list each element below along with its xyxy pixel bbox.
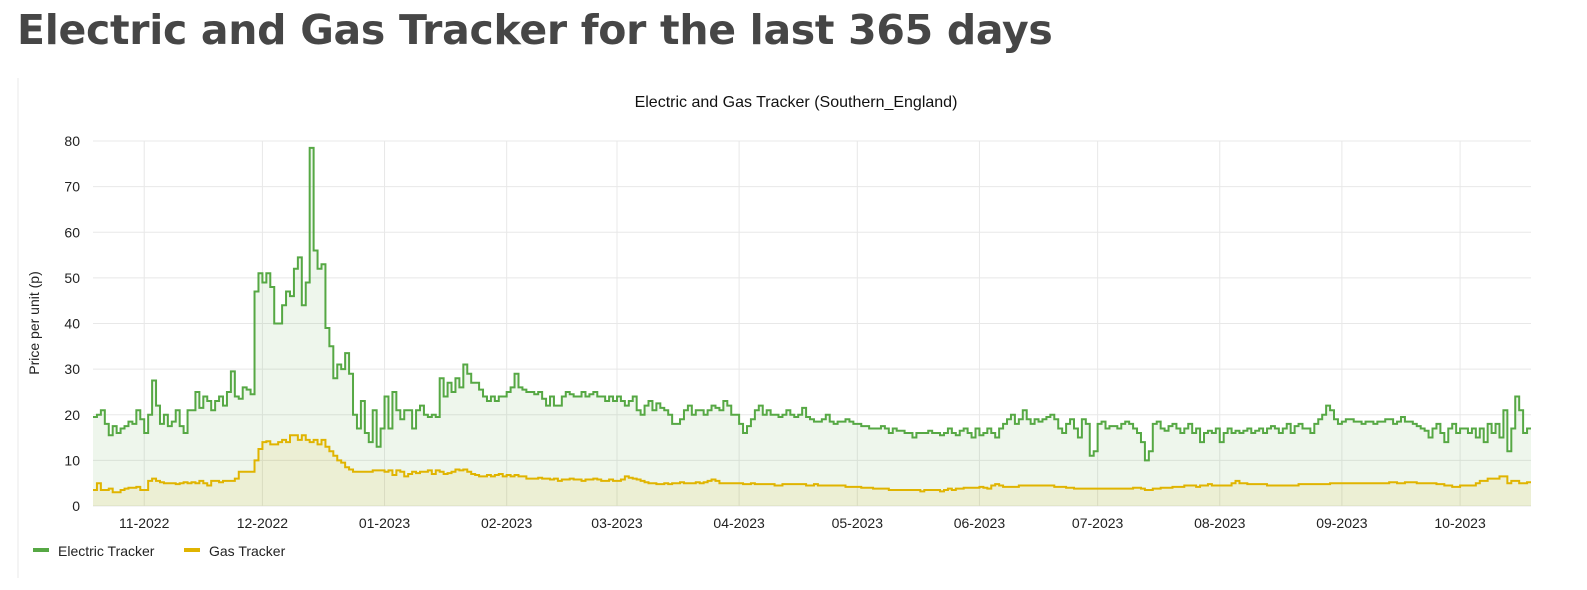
x-tick-label: 01-2023 xyxy=(359,515,411,531)
y-tick-label: 20 xyxy=(64,407,80,423)
legend-swatch-electric-tracker xyxy=(33,548,49,552)
electric-tracker-line xyxy=(93,146,1531,462)
electric-tracker-area xyxy=(93,147,1531,506)
x-tick-label: 05-2023 xyxy=(832,515,884,531)
page-title: Electric and Gas Tracker for the last 36… xyxy=(17,6,1053,54)
x-tick-label: 08-2023 xyxy=(1194,515,1246,531)
x-tick-label: 03-2023 xyxy=(591,515,643,531)
panel-divider xyxy=(17,78,19,578)
x-axis-ticks: 11-2022 12-2022 01-2023 02-2023 03-2023 04-20… xyxy=(119,515,1486,531)
y-tick-label: 60 xyxy=(64,224,80,240)
y-axis-label: Price per unit (p) xyxy=(26,271,42,374)
x-tick-label: 06-2023 xyxy=(954,515,1006,531)
x-tick-label: 07-2023 xyxy=(1072,515,1124,531)
y-tick-label: 0 xyxy=(72,498,80,514)
y-tick-label: 40 xyxy=(64,316,80,332)
gas-tracker-line xyxy=(93,434,1531,494)
y-axis-ticks: 0 10 20 30 40 50 60 70 80 xyxy=(64,133,80,514)
legend-label-gas-tracker: Gas Tracker xyxy=(209,543,286,559)
x-tick-label: 10-2023 xyxy=(1434,515,1486,531)
y-tick-label: 30 xyxy=(64,361,80,377)
chart-grid xyxy=(93,140,1531,507)
chart-legend: Electric Tracker Gas Tracker xyxy=(33,543,286,559)
y-tick-label: 80 xyxy=(64,133,80,149)
legend-swatch-gas-tracker xyxy=(184,548,200,552)
x-tick-label: 12-2022 xyxy=(237,515,289,531)
x-tick-label: 02-2023 xyxy=(481,515,533,531)
chart-title: Electric and Gas Tracker (Southern_Engla… xyxy=(635,94,958,111)
legend-label-electric-tracker: Electric Tracker xyxy=(58,543,155,559)
y-tick-label: 50 xyxy=(64,270,80,286)
x-tick-label: 09-2023 xyxy=(1316,515,1368,531)
y-tick-label: 10 xyxy=(64,452,80,468)
line-layer xyxy=(93,146,1531,494)
y-tick-label: 70 xyxy=(64,179,80,195)
x-tick-label: 11-2022 xyxy=(119,515,170,531)
x-tick-label: 04-2023 xyxy=(713,515,765,531)
